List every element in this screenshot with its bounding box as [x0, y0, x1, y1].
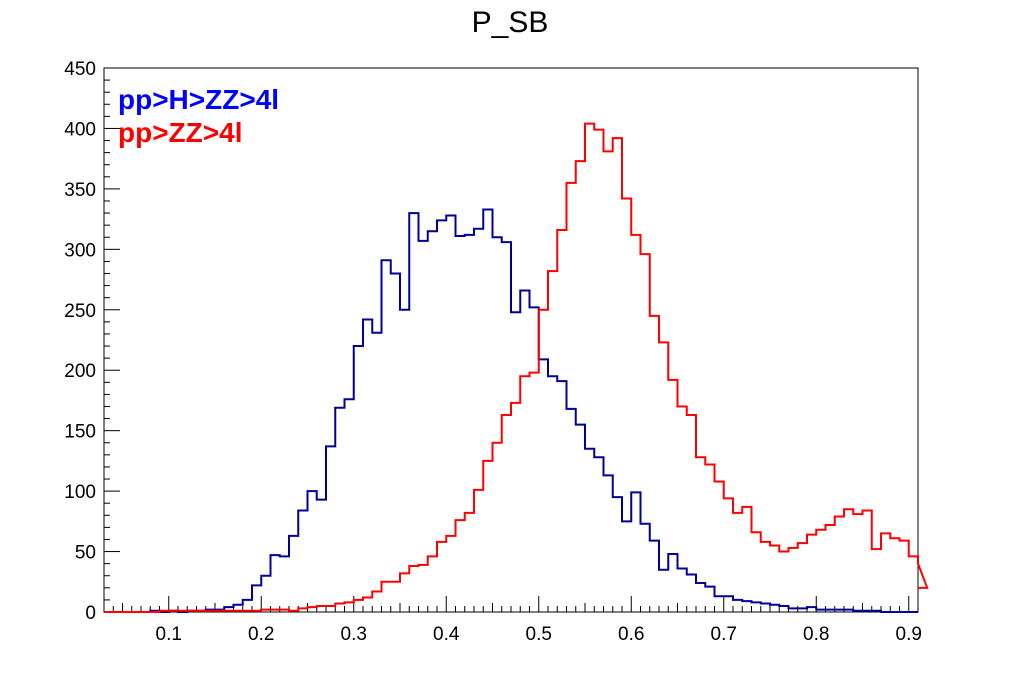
x-tick-label: 0.1: [156, 624, 182, 645]
series-higgs-histogram: [104, 208, 918, 613]
series-group: [104, 122, 929, 613]
y-tick-label: 150: [64, 422, 96, 443]
y-tick-label: 450: [64, 59, 96, 80]
y-tick-label: 350: [64, 180, 96, 201]
x-tick-label: 0.9: [896, 624, 922, 645]
y-tick-label: 250: [64, 301, 96, 322]
x-tick-label: 0.8: [803, 624, 829, 645]
x-tick-label: 0.3: [341, 624, 367, 645]
x-tick-label: 0.4: [433, 624, 460, 645]
plot-frame: [103, 67, 919, 613]
x-tick-label: 0.6: [618, 624, 644, 645]
x-tick-label: 0.2: [248, 624, 274, 645]
y-tick-label: 50: [75, 543, 96, 564]
y-tick-label: 0: [85, 603, 96, 624]
x-tick-label: 0.5: [526, 624, 552, 645]
y-tick-label: 300: [64, 240, 96, 261]
x-tick-label: 0.7: [711, 624, 737, 645]
axis-tick-labels: 0.1 0.2 0.3 0.4 0.5 0.6 0.7 0.8 0.9 0 50 100 150 200 2…: [64, 59, 922, 645]
legend-entry-zz: pp>ZZ>4l: [118, 117, 243, 148]
legend-entry-higgs: pp>H>ZZ>4l: [118, 84, 280, 115]
series-zz-histogram: [104, 122, 929, 613]
y-tick-label: 200: [64, 361, 96, 382]
y-tick-label: 100: [64, 482, 96, 503]
y-tick-label: 400: [64, 119, 96, 140]
chart-title: P_SB: [471, 6, 549, 39]
